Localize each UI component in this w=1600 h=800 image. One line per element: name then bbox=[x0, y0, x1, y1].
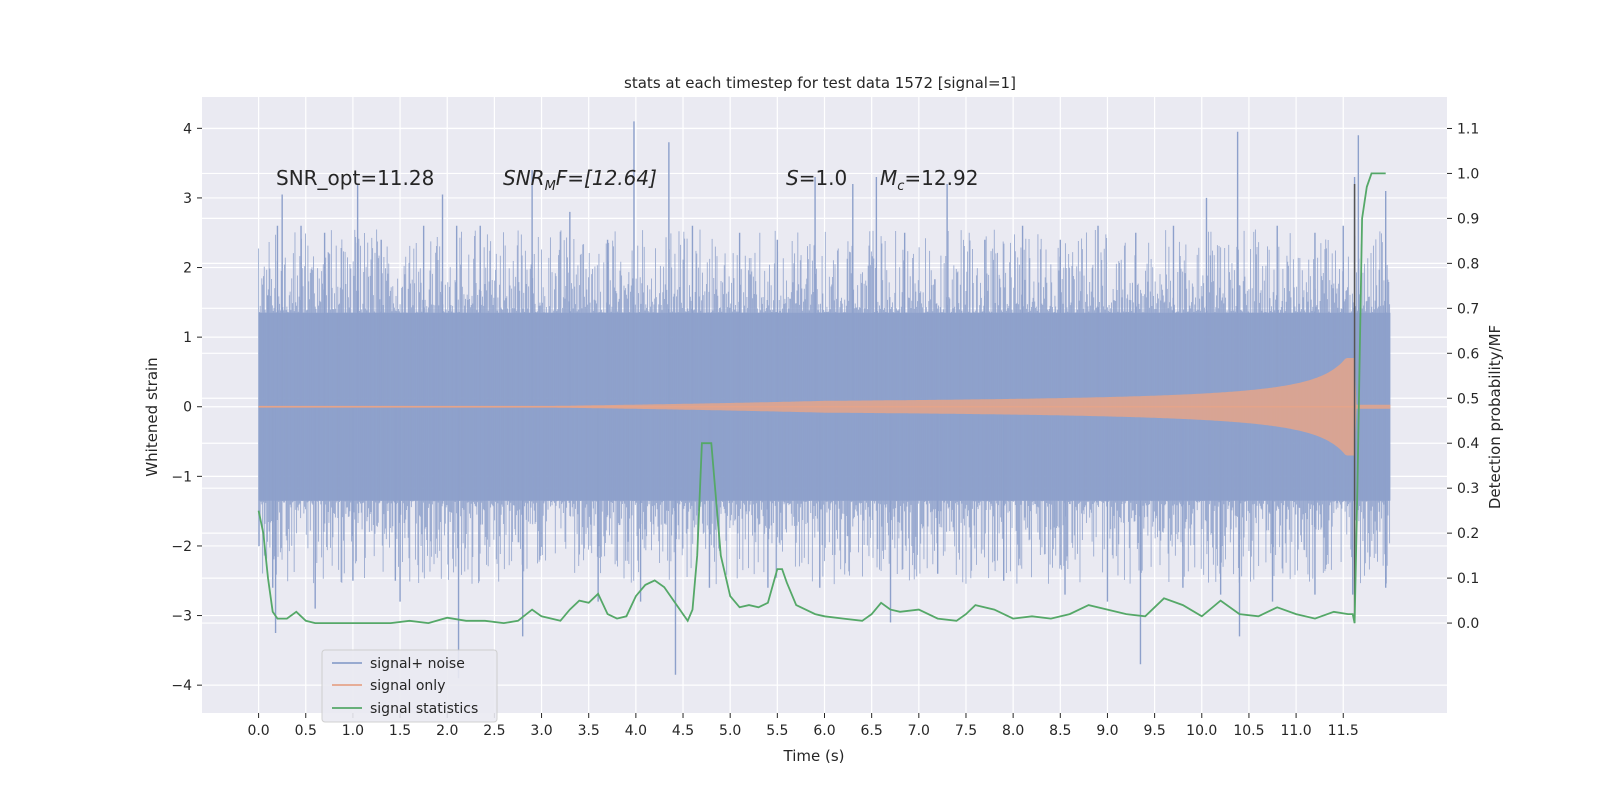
x-tick-label: 7.0 bbox=[908, 723, 930, 739]
x-tick-label: 11.0 bbox=[1281, 723, 1312, 739]
y-left-tick-label: 0 bbox=[183, 400, 192, 416]
x-tick-label: 9.5 bbox=[1143, 723, 1165, 739]
y-right-axis-ticks: 1.1 1.0 0.9 0.8 0.7 0.6 0.5 0.4 0.3 0.2 0.1 0.0 bbox=[1447, 121, 1479, 632]
x-tick-label: 8.0 bbox=[1002, 723, 1024, 739]
y-right-tick-label: 0.1 bbox=[1457, 571, 1479, 587]
y-left-axis-ticks: 4 3 2 1 0 −1 −2 −3 −4 bbox=[171, 121, 202, 694]
y-right-tick-label: 0.3 bbox=[1457, 481, 1479, 497]
y-right-tick-label: 0.0 bbox=[1457, 616, 1479, 632]
annotation-snr-opt: SNR_opt=11.28 bbox=[276, 166, 434, 190]
y-left-tick-label: 3 bbox=[183, 191, 192, 207]
x-tick-label: 3.0 bbox=[530, 723, 552, 739]
x-tick-label: 9.0 bbox=[1096, 723, 1118, 739]
x-tick-label: 8.5 bbox=[1049, 723, 1071, 739]
y-left-tick-label: −1 bbox=[171, 469, 192, 485]
y-right-tick-label: 0.6 bbox=[1457, 346, 1479, 362]
y-right-tick-label: 0.2 bbox=[1457, 526, 1479, 542]
x-tick-label: 6.5 bbox=[861, 723, 883, 739]
legend-label-signal-only: signal only bbox=[370, 678, 445, 694]
y-right-tick-label: 0.7 bbox=[1457, 301, 1479, 317]
annotation-snr-mf: SNRMF=[12.64] bbox=[503, 166, 657, 194]
y-left-tick-label: 4 bbox=[183, 121, 192, 137]
x-axis-label: Time (s) bbox=[783, 747, 845, 765]
y-right-tick-label: 0.9 bbox=[1457, 211, 1479, 227]
signal-only-series bbox=[258, 184, 1391, 624]
x-tick-label: 6.0 bbox=[813, 723, 835, 739]
x-tick-label: 7.5 bbox=[955, 723, 977, 739]
x-tick-label: 1.0 bbox=[342, 723, 364, 739]
x-tick-label: 4.5 bbox=[672, 723, 694, 739]
legend-box bbox=[321, 649, 498, 723]
x-tick-label: 0.5 bbox=[295, 723, 317, 739]
annotation-s: S=1.0 bbox=[786, 166, 847, 190]
x-tick-label: 0.0 bbox=[247, 723, 269, 739]
x-tick-label: 5.5 bbox=[766, 723, 788, 739]
x-tick-label: 3.5 bbox=[578, 723, 600, 739]
signal-statistics-line bbox=[257, 172, 1386, 625]
legend-label-signal-statistics: signal statistics bbox=[370, 701, 478, 717]
y-right-axis-label: Detection probability/MF bbox=[1486, 325, 1504, 509]
x-tick-label: 4.0 bbox=[625, 723, 647, 739]
x-axis-ticks: 0.0 0.5 1.0 1.5 2.0 2.5 3.0 3.5 4.0 4.5 5.0 5.5 6.0 6… bbox=[247, 713, 1359, 739]
y-left-tick-label: −4 bbox=[171, 678, 192, 694]
annotation-mc: Mc=12.92 bbox=[880, 166, 978, 194]
legend-label-signal-plus-noise: signal+ noise bbox=[370, 656, 465, 672]
y-left-axis-label: Whitened strain bbox=[143, 357, 161, 476]
y-left-tick-label: −3 bbox=[171, 609, 192, 625]
x-tick-label: 5.0 bbox=[719, 723, 741, 739]
x-tick-label: 1.5 bbox=[389, 723, 411, 739]
y-left-tick-label: 1 bbox=[183, 330, 192, 346]
y-right-tick-label: 0.4 bbox=[1457, 436, 1479, 452]
x-tick-label: 10.0 bbox=[1186, 723, 1217, 739]
legend: signal+ noise signal only signal statist… bbox=[321, 649, 498, 723]
chart-title: stats at each timestep for test data 157… bbox=[624, 74, 1016, 92]
x-tick-label: 2.0 bbox=[436, 723, 458, 739]
y-right-tick-label: 0.5 bbox=[1457, 391, 1479, 407]
x-tick-label: 11.5 bbox=[1328, 723, 1359, 739]
y-right-tick-label: 0.8 bbox=[1457, 256, 1479, 272]
x-tick-label: 10.5 bbox=[1233, 723, 1264, 739]
y-left-tick-label: −2 bbox=[171, 539, 192, 555]
x-tick-label: 2.5 bbox=[483, 723, 505, 739]
y-right-tick-label: 1.1 bbox=[1457, 121, 1479, 137]
y-right-tick-label: 1.0 bbox=[1457, 166, 1479, 182]
signal-statistics-series bbox=[257, 172, 1386, 625]
y-left-tick-label: 2 bbox=[183, 261, 192, 277]
